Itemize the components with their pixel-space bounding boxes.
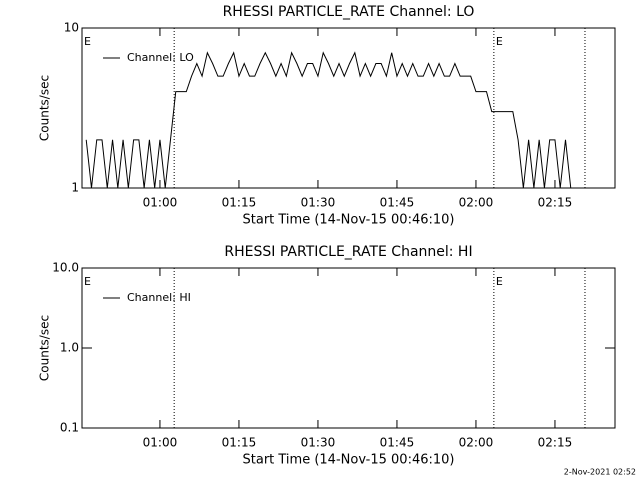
x-tick-label: 01:45 [380,196,415,210]
x-tick-label: 02:15 [538,436,573,450]
x-tick-label: 01:00 [143,196,178,210]
x-tick-label: 01:15 [222,436,257,450]
x-tick-label: 01:30 [301,436,336,450]
x-tick-label: 01:00 [143,436,178,450]
x-axis-label: Start Time (14-Nov-15 00:46:10) [243,453,455,468]
chart-title: RHESSI PARTICLE_RATE Channel: HI [224,244,472,260]
x-tick-label: 02:15 [538,196,573,210]
x-tick-label: 01:15 [222,196,257,210]
x-tick-label: 02:00 [459,436,494,450]
chart-title: RHESSI PARTICLE_RATE Channel: LO [223,4,475,20]
legend-label: Channel: LO [127,51,194,64]
y-tick-label: 1.0 [60,341,79,355]
x-axis-label: Start Time (14-Nov-15 00:46:10) [243,213,455,228]
x-tick-label: 01:45 [380,436,415,450]
plot-frame [81,27,616,189]
x-tick-label: 01:30 [301,196,336,210]
y-tick-label: 1 [71,181,79,195]
annotation: E [84,275,91,288]
annotation: E [496,275,503,288]
y-tick-label: 10 [64,21,79,35]
y-tick-label: 0.1 [60,421,79,435]
footer: 2-Nov-2021 02:52 [564,468,636,477]
annotation: E [84,35,91,48]
y-tick-label: 10.0 [52,261,79,275]
x-tick-label: 02:00 [459,196,494,210]
y-axis-label: Counts/sec [38,75,52,141]
annotation: E [496,35,503,48]
y-axis-label: Counts/sec [38,315,52,381]
data-line [85,51,577,189]
legend-label: Channel: HI [127,291,191,304]
